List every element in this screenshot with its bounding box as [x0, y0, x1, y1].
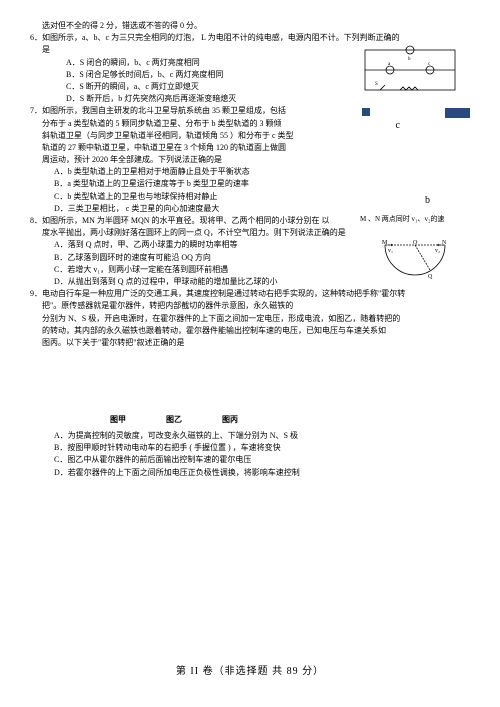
- svg-text:S: S: [375, 82, 378, 87]
- q8-stem2: 度水平抛出，两小球刚好落在圆环上的同一点 Q，不计空气阻力。则下列说法正确的是: [30, 227, 470, 238]
- q9-stem5: 图丙。以下关于"霍尔转把"叙述正确的是: [30, 337, 470, 348]
- section-footer: 第 II 卷（非选择题 共 89 分）: [0, 662, 500, 677]
- figure-labels-row: 图甲 图乙 图丙: [30, 414, 470, 425]
- label-b: b: [425, 195, 430, 206]
- q7-opt-d: D．三类卫星相比， c 类卫星的向心加速度最大: [30, 203, 470, 214]
- blue-marker-1: [445, 108, 470, 118]
- q9-opt-d: D．若霍尔器件的上下面之间所加电压正负极性调换，将影响车速控制: [30, 467, 470, 478]
- q7-stem5: 周运动，预计 2020 年全部建成。下列说法正确的是: [30, 154, 470, 165]
- q9-stem2: 把"。原传感器就是霍尔器件，转把内部截切的器件示意图，永久磁铁的: [30, 300, 470, 311]
- fig-label-c: 图丙: [222, 414, 238, 425]
- q8-stem1b: M 、N 两点同时 v₁、v₂的速: [360, 215, 470, 226]
- q6-stem: 6．如图所示，a、b、c 为三只完全相同的灯泡， L 为电阻不计的纯电感，电源内…: [30, 32, 470, 43]
- q7-stem3: 斜轨道卫星（与同步卫星轨道半径相同，轨道倾角 55 ）和分布于 c 类型: [30, 130, 470, 141]
- q7-stem4: 轨道的 27 颗中轨道卫星，中轨道卫星在 3 个倾角 120 的轨道面上做圆: [30, 142, 470, 153]
- svg-text:v₂: v₂: [435, 248, 440, 254]
- q7-stem2: 分布于 a 类型轨道的 5 颗同步轨道卫星、分布于 b 类型轨道的 3 颗倾: [30, 118, 470, 129]
- q7-opt-b: B．a 类型轨道上的卫星运行速度等于 b 类型卫星的速率: [30, 178, 470, 189]
- q9-opt-b: B．按图甲顺时针转动电动车的右把手 ( 手握位置 ) ，车速将变快: [30, 442, 470, 453]
- label-c: c: [396, 120, 400, 131]
- q9-stem3: 分别为 N、S 极，开启电源时，在霍尔器件的上下面之间加一定电压，形成电流，如图…: [30, 313, 470, 324]
- q7-stem1: 7．如图所示，我国自主研发的北斗卫星导航系统由 35 颗卫星组成，包括: [30, 105, 470, 116]
- q9-stem4: 的转动，其内部的永久磁铁也跟着转动，霍尔器件能输出控制车速的电压，已知电压与车速…: [30, 325, 470, 336]
- q7-opt-c: C．b 类型轨道上的卫星也与地球保持相对静止: [30, 191, 470, 202]
- scoring-note: 选对但不全的得 2 分，错选或不答的得 0 分。: [30, 20, 470, 31]
- q9-opt-a: A．为提高控制的灵敏度，可改变永久磁铁的上、下端分别为 N、S 极: [30, 430, 470, 441]
- circuit-diagram: a c b S: [360, 45, 460, 95]
- fig-label-a: 图甲: [110, 414, 126, 425]
- svg-text:v₁: v₁: [388, 248, 393, 254]
- blue-marker-2: [362, 108, 370, 116]
- q8-stem1: 8．如图所示，MN 为半圆环 MQN 的水平直径。现将甲、乙两个相同的小球分别在…: [30, 215, 360, 226]
- q9-opt-c: C．图乙中从霍尔器件的前后面输出控制车速的霍尔电压: [30, 454, 470, 465]
- q7-opt-a: A．b 类型轨道上的卫星相对于地面静止且处于平衡状态: [30, 166, 470, 177]
- q9-stem1: 9．电动自行车是一种应用广泛的交通工具，其速度控制是通过转动右把手实现的，这种转…: [30, 288, 470, 299]
- fig-label-b: 图乙: [166, 414, 182, 425]
- semicircle-diagram: M N O Q v₁ v₂: [380, 240, 450, 280]
- svg-text:Q: Q: [428, 274, 433, 280]
- svg-text:b: b: [408, 57, 411, 62]
- svg-text:O: O: [413, 240, 418, 246]
